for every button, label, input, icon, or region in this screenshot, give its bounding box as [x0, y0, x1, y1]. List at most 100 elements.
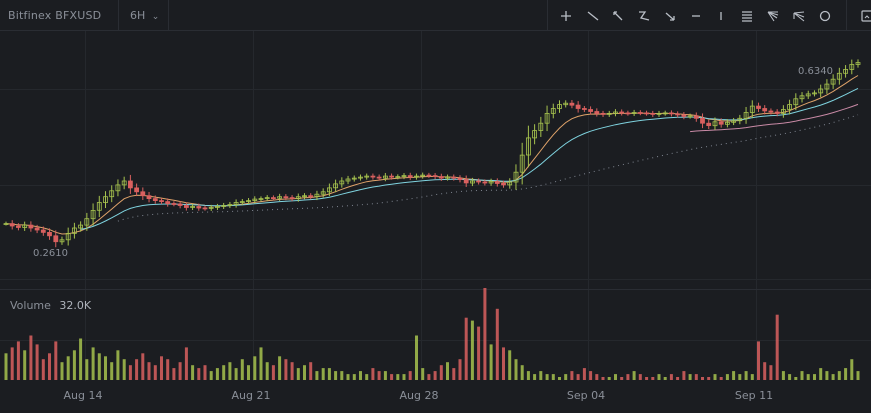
volume-bar — [197, 368, 201, 380]
volume-bar — [725, 374, 729, 380]
candle-body — [295, 196, 301, 200]
volume-bar — [72, 350, 76, 380]
candle-body — [270, 197, 276, 200]
date-label: Aug 14 — [63, 389, 103, 402]
candle-body — [830, 78, 836, 85]
candle-body — [824, 83, 830, 90]
pane-divider[interactable] — [0, 289, 871, 290]
volume-bar — [651, 377, 655, 380]
ellipse-icon[interactable] — [815, 6, 835, 26]
gridline — [85, 31, 86, 381]
candle-body — [737, 117, 743, 122]
candle-body — [812, 92, 817, 95]
candle-body — [146, 195, 152, 199]
ma-pink-line — [690, 103, 859, 133]
arrow-icon[interactable] — [660, 6, 680, 26]
candle-body — [768, 110, 774, 113]
candle-body — [631, 112, 637, 114]
candle-body — [426, 174, 432, 177]
crosshair-icon[interactable] — [556, 6, 576, 26]
volume-bar — [707, 377, 711, 380]
pitchfork-icon[interactable] — [789, 6, 809, 26]
screenshot-icon[interactable] — [857, 6, 871, 26]
volume-bar — [296, 368, 300, 380]
volume-bar — [352, 374, 356, 380]
candle-body — [544, 113, 550, 124]
volume-bar — [209, 371, 213, 380]
volume-bar — [408, 371, 412, 380]
candle-body — [836, 72, 842, 80]
ray-icon[interactable] — [608, 6, 628, 26]
volume-bar — [719, 377, 723, 380]
candle-body — [190, 206, 196, 208]
volume-bar — [265, 362, 269, 380]
candle-body — [289, 197, 295, 200]
symbol-label[interactable]: Bitfinex BFXUSD — [8, 9, 102, 22]
volume-bar — [713, 374, 717, 380]
candle-body — [625, 112, 631, 115]
fan-icon[interactable] — [763, 6, 783, 26]
candle-body — [501, 182, 506, 186]
gridline — [588, 31, 589, 381]
candle-body — [519, 154, 525, 173]
volume-bar — [446, 362, 449, 380]
volume-bar — [732, 371, 736, 380]
volume-bar — [104, 356, 107, 380]
candle-body — [799, 95, 805, 100]
toolbar-divider — [547, 0, 548, 31]
volume-bar — [247, 365, 250, 380]
candle-body — [376, 176, 382, 179]
horizontal-line-icon[interactable] — [686, 6, 706, 26]
volume-bar — [309, 362, 313, 380]
candle-body — [326, 187, 332, 193]
volume-bar — [638, 374, 642, 380]
candle-body — [9, 223, 15, 227]
candle-body — [793, 98, 799, 106]
volume-bar — [203, 365, 207, 380]
volume-bar — [315, 371, 319, 380]
candle-body — [351, 177, 357, 180]
volume-bar — [79, 338, 83, 380]
volume-bar — [831, 374, 835, 380]
path-icon[interactable] — [634, 6, 654, 26]
candle-body — [121, 180, 127, 186]
vertical-line-icon[interactable] — [711, 6, 731, 26]
timeframe-dropdown[interactable]: 6H ⌄ — [130, 9, 159, 22]
candle-body — [494, 181, 500, 184]
volume-bar — [23, 350, 27, 380]
toolbar-divider — [168, 0, 169, 31]
volume-bar — [514, 359, 518, 380]
candle-body — [401, 175, 407, 178]
volume-bar — [290, 362, 294, 380]
volume-bar — [769, 365, 773, 380]
candle-body — [669, 112, 674, 115]
volume-value: 32.0K — [59, 299, 92, 312]
volume-bar — [763, 362, 767, 380]
volume-bar — [607, 377, 611, 380]
volume-bar — [66, 356, 70, 380]
candle-body — [40, 229, 46, 233]
volume-bar — [85, 359, 89, 380]
candle-body — [706, 122, 712, 126]
volume-bar — [794, 377, 798, 380]
volume-bar — [526, 371, 530, 380]
volume-bar — [495, 308, 499, 380]
chart-toolbar: Bitfinex BFXUSD 6H ⌄ — [0, 0, 871, 31]
volume-bar — [271, 365, 275, 380]
candle-body — [855, 62, 861, 65]
volume-bar — [178, 362, 182, 380]
fib-retracement-icon[interactable] — [737, 6, 757, 26]
volume-bar — [632, 371, 636, 380]
candle-body — [152, 198, 158, 202]
candle-body — [731, 120, 736, 123]
volume-bar — [303, 365, 306, 380]
candle-body — [364, 175, 370, 178]
trendline-icon[interactable] — [583, 6, 603, 26]
candle-body — [513, 171, 519, 183]
date-label: Aug 28 — [399, 389, 439, 402]
date-label: Sep 11 — [734, 389, 774, 402]
candle-body — [283, 196, 289, 199]
date-label: Aug 21 — [231, 389, 271, 402]
volume-bar — [383, 371, 387, 380]
